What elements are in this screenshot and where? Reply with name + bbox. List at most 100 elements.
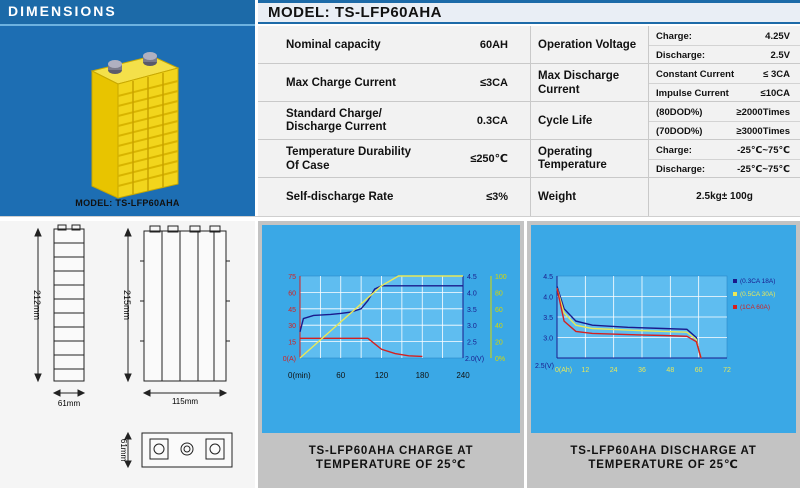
side-width-label: 61mm: [58, 399, 81, 408]
capacity-unit-label: 0%: [495, 356, 505, 363]
discharge-y-tick-label: 3.0: [543, 336, 553, 343]
side-height-label: 212mm: [32, 290, 42, 320]
ov-charge-value: 4.25V: [765, 30, 790, 42]
discharge-x-tick-label: 24: [610, 367, 618, 374]
discharge-y-tick-label: 4.5: [543, 274, 553, 281]
dod70-value: ≥3000Times: [736, 125, 790, 137]
impulse-current-label: Impulse Current: [656, 87, 729, 99]
voltage-unit-label: 2.0(V): [465, 356, 484, 363]
constant-current-value: ≤ 3CA: [763, 68, 790, 80]
charge-x-unit-label: 0(min): [288, 371, 311, 380]
voltage-tick-label: 3.0: [467, 323, 477, 330]
weight-value: 2.5kg± 100g: [696, 191, 753, 202]
spec-row: Self-discharge Rate ≤3% Weight 2.5kg± 10…: [258, 178, 800, 216]
spec-row: Max Charge Current ≤3CA Max Discharge Cu…: [258, 64, 800, 102]
spec-table: Nominal capacity 60AH Operation Voltage …: [258, 26, 800, 216]
max-discharge-label-2: Current: [538, 84, 580, 96]
discharge-y-unit-label: 2.5(V): [535, 363, 554, 370]
weight-label: Weight: [538, 191, 577, 203]
top-view: [124, 431, 233, 469]
charge-x-tick-label: 120: [375, 371, 389, 380]
cycle-life-label: Cycle Life: [538, 115, 593, 127]
temp-durability-label-1: Temperature Durability: [286, 146, 412, 158]
sub-divider: [649, 159, 800, 160]
dimensions-header: DIMENSIONS: [0, 0, 255, 24]
discharge-y-tick-label: 4.0: [543, 295, 553, 302]
discharge-caption-1: TS-LFP60AHA DISCHARGE AT: [570, 445, 757, 457]
max-charge-label: Max Charge Current: [286, 77, 396, 89]
max-charge-value: ≤3CA: [479, 77, 508, 89]
legend-entry: (0.3CA 18A): [740, 278, 775, 285]
capacity-tick-label: 100: [495, 274, 507, 281]
battery-illustration: [90, 52, 180, 199]
op-charge-label: Charge:: [656, 144, 692, 156]
current-tick-label: 30: [288, 323, 296, 330]
voltage-tick-label: 4.5: [467, 274, 477, 281]
discharge-chart: 4.5 4.0 3.5 3.0 2.5(V)0(Ah) 12 24 36 48 60 72 (0.3C…: [531, 225, 796, 433]
capacity-tick-label: 80: [495, 290, 503, 297]
ov-discharge-label: Discharge:: [656, 49, 706, 61]
max-discharge-label-1: Max Discharge: [538, 70, 620, 82]
impulse-current-value: ≤10CA: [760, 87, 790, 99]
dimension-drawing-svg: 212mm 61mm 215mm 115mm: [32, 224, 233, 469]
spec-row: Standard Charge/ Discharge Current 0.3CA…: [258, 102, 800, 140]
dod70-label: (70DOD%): [656, 125, 703, 137]
charge-x-tick-label: 180: [416, 371, 430, 380]
discharge-x-unit-label: 0(Ah): [555, 367, 572, 374]
op-discharge-value: -25℃~75℃: [737, 163, 790, 175]
nominal-capacity-label: Nominal capacity: [286, 39, 381, 51]
dimension-drawings: 212mm 61mm 215mm 115mm: [0, 221, 255, 488]
current-tick-label: 60: [288, 290, 296, 297]
current-unit-label: 0(A): [283, 356, 296, 363]
photo-caption: MODEL: TS-LFP60AHA: [75, 198, 180, 208]
charge-x-tick-label: 60: [336, 371, 345, 380]
header-stripe: [0, 24, 255, 26]
column-separator: [648, 26, 649, 216]
spec-row: Nominal capacity 60AH Operation Voltage …: [258, 26, 800, 64]
column-separator: [530, 26, 531, 216]
model-header: MODEL: TS-LFP60AHA: [258, 3, 800, 22]
current-tick-label: 75: [288, 274, 296, 281]
self-discharge-value: ≤3%: [486, 191, 508, 203]
charge-chart: 75 60 45 30 15 0(A) 4.5 4.0 3.5 3.0 2.5 2.0(V) 100 80…: [262, 225, 520, 433]
dimensions-title: DIMENSIONS: [8, 3, 117, 19]
discharge-y-tick-label: 3.5: [543, 315, 553, 322]
nominal-capacity-value: 60AH: [479, 39, 508, 51]
operation-voltage-label: Operation Voltage: [538, 39, 637, 51]
section-divider: [0, 216, 800, 221]
voltage-tick-label: 2.5: [467, 340, 477, 347]
spec-row: Temperature Durability Of Case ≤250℃ Ope…: [258, 140, 800, 178]
sub-divider: [649, 83, 800, 84]
operating-temp-label-2: Temperature: [538, 159, 607, 171]
temp-durability-label-2: Of Case: [286, 160, 330, 172]
front-width-label: 115mm: [172, 397, 198, 406]
legend-entry: (1CA 60A): [740, 304, 770, 311]
ov-discharge-value: 2.5V: [770, 49, 790, 61]
discharge-x-tick-label: 72: [723, 367, 731, 374]
current-tick-label: 45: [288, 307, 296, 314]
top-depth-label: 61mm: [119, 439, 128, 462]
dod80-value: ≥2000Times: [736, 106, 790, 118]
self-discharge-label: Self-discharge Rate: [286, 191, 394, 203]
discharge-chart-panel: 4.5 4.0 3.5 3.0 2.5(V) 0(Ah) 12 24 36 48 60 72 (0.3C…: [527, 221, 800, 488]
current-series-line: [300, 337, 423, 358]
voltage-tick-label: 3.5: [467, 307, 477, 314]
discharge-x-tick-label: 36: [638, 367, 646, 374]
standard-charge-label-1: Standard Charge/: [286, 108, 382, 120]
dod80-label: (80DOD%): [656, 106, 703, 118]
ov-charge-label: Charge:: [656, 30, 692, 42]
op-charge-value: -25℃~75℃: [737, 144, 790, 156]
operating-temp-label-1: Operating: [538, 146, 593, 158]
op-discharge-label: Discharge:: [656, 163, 706, 175]
legend-entry: (0.5CA 30A): [740, 291, 775, 298]
constant-current-label: Constant Current: [656, 68, 735, 80]
discharge-x-tick-label: 60: [695, 367, 703, 374]
capacity-tick-label: 20: [495, 340, 503, 347]
front-view: [124, 225, 230, 397]
charge-caption-1: TS-LFP60AHA CHARGE AT: [308, 445, 474, 457]
capacity-tick-label: 40: [495, 323, 503, 330]
legend-swatch: [733, 279, 737, 283]
discharge-x-tick-label: 48: [666, 367, 674, 374]
standard-charge-label-2: Discharge Current: [286, 121, 387, 133]
charge-caption-2: TEMPERATURE OF 25℃: [315, 459, 467, 471]
